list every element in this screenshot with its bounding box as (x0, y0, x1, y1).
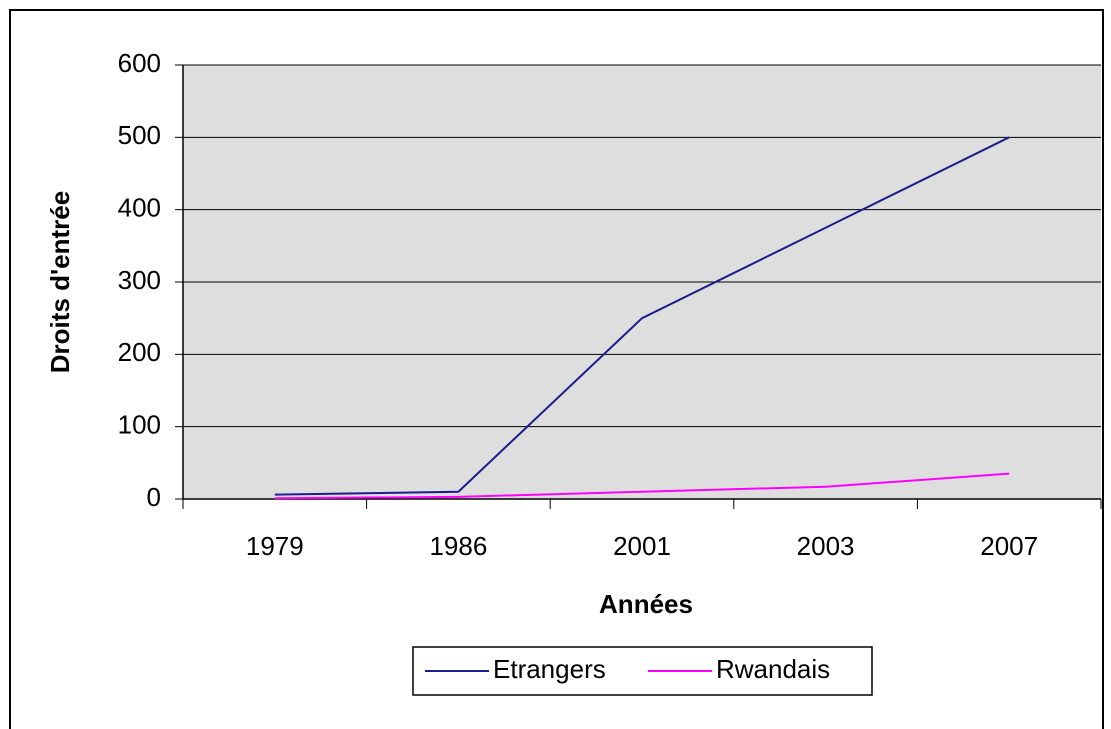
y-tick-label: 500 (118, 120, 161, 150)
x-tick-label: 2007 (980, 531, 1038, 561)
x-tick-label: 2001 (613, 531, 671, 561)
x-tick-label: 2003 (797, 531, 855, 561)
y-tick-label: 0 (147, 482, 161, 512)
y-tick-label: 600 (118, 48, 161, 78)
series-line (274, 472, 1010, 500)
y-axis-title: Droits d'entrée (45, 191, 75, 373)
y-tick-label: 300 (118, 265, 161, 295)
legend-label: Etrangers (493, 654, 606, 684)
y-tick-label: 200 (118, 337, 161, 367)
x-axis-title: Années (599, 589, 693, 619)
legend-label: Rwandais (716, 654, 830, 684)
legend (412, 646, 873, 696)
series-line (274, 136, 1010, 496)
x-tick-label: 1986 (429, 531, 487, 561)
x-tick-label: 1979 (246, 531, 304, 561)
y-tick-label: 100 (118, 410, 161, 440)
y-tick-label: 400 (118, 193, 161, 223)
